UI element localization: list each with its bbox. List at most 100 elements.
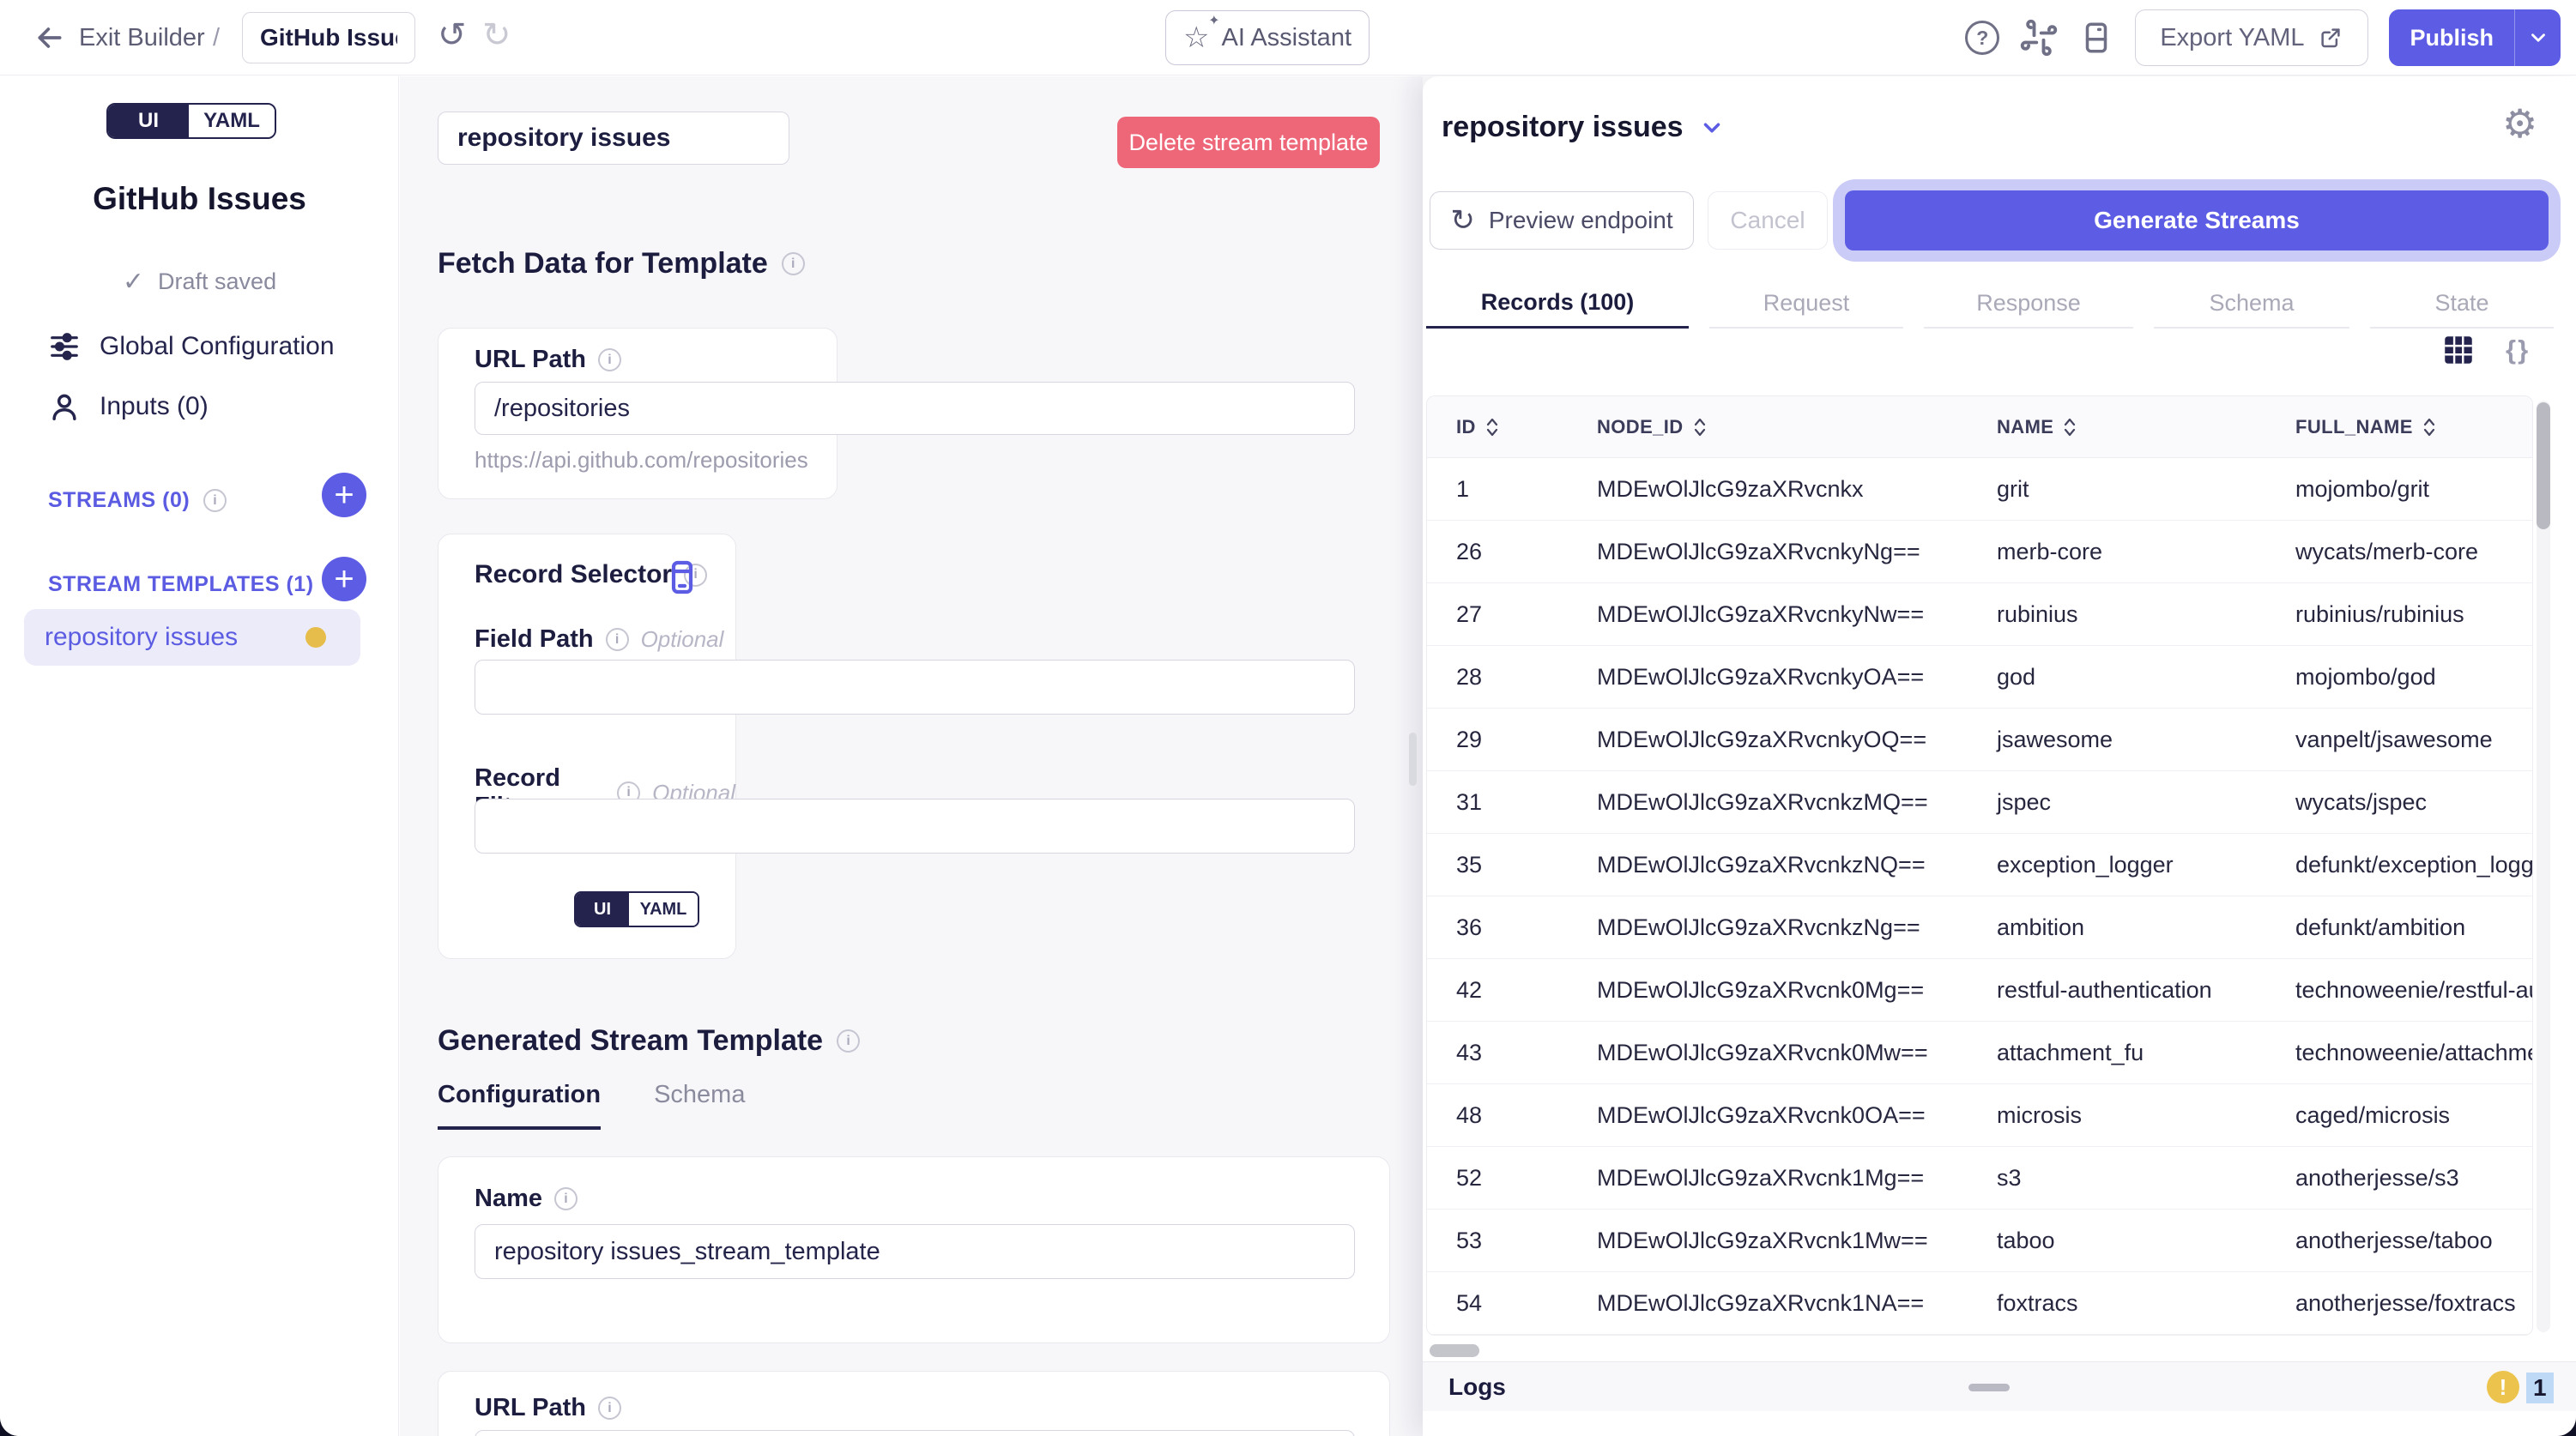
url-path-input[interactable]	[475, 382, 1355, 435]
publish-button[interactable]: Publish	[2410, 24, 2494, 51]
streams-section-label: STREAMS (0)	[48, 488, 190, 512]
info-icon[interactable]: i	[597, 1397, 621, 1420]
topbar: Exit Builder / ↺ ↻ ☆✦ AI Assistant ? Exp…	[0, 0, 2576, 75]
exit-builder-link[interactable]: Exit Builder	[79, 24, 205, 51]
generated-url-path-input[interactable]	[475, 1430, 1355, 1436]
horizontal-scrollbar-thumb[interactable]	[1430, 1344, 1479, 1357]
chevron-down-icon	[2531, 33, 2545, 42]
tab-state[interactable]: State	[2370, 279, 2554, 329]
table-row[interactable]: 29 MDEwOlJlcG9zaXRvcnkyOQ== jsawesome vanpe…	[1427, 709, 2532, 771]
slack-icon[interactable]	[2020, 19, 2058, 57]
column-header-full-name[interactable]: FULL_NAME	[2266, 416, 2532, 438]
docs-icon[interactable]	[2078, 20, 2114, 56]
info-icon[interactable]: i	[684, 563, 708, 587]
sidebar-item-global-configuration[interactable]: Global Configuration	[48, 330, 335, 363]
json-view-icon[interactable]: {}	[2506, 335, 2531, 365]
logs-bar[interactable]: Logs ! 1	[1423, 1361, 2576, 1411]
tab-schema[interactable]: Schema	[654, 1081, 746, 1108]
info-icon[interactable]: i	[605, 628, 629, 651]
info-icon[interactable]: i	[597, 348, 621, 371]
help-icon[interactable]: ?	[1965, 21, 2000, 55]
stream-selector-label: repository issues	[1442, 111, 1684, 143]
cancel-button[interactable]: Cancel	[1708, 191, 1828, 250]
publish-dropdown-button[interactable]	[2514, 9, 2561, 66]
sidebar-item-repository-issues[interactable]: repository issues	[24, 609, 360, 666]
table-cell: rubinius	[1997, 600, 2078, 627]
stream-name-input[interactable]	[475, 1224, 1355, 1279]
testing-settings-gear-icon[interactable]: ⚙	[2502, 101, 2538, 146]
table-row[interactable]: 26 MDEwOlJlcG9zaXRvcnkyNg== merb-core wycat…	[1427, 521, 2532, 583]
yaml-toggle-option[interactable]: YAML	[189, 105, 275, 137]
tab-configuration[interactable]: Configuration	[438, 1081, 602, 1130]
column-header-id[interactable]: ID	[1427, 416, 1568, 438]
info-icon[interactable]: i	[781, 252, 805, 275]
ui-toggle-option[interactable]: UI	[108, 105, 189, 137]
table-cell: 43	[1456, 1039, 1483, 1065]
connector-name-input[interactable]	[242, 12, 415, 63]
table-row[interactable]: 53 MDEwOlJlcG9zaXRvcnk1Mw== taboo anotherje…	[1427, 1210, 2532, 1272]
save-status-label: Draft saved	[158, 268, 277, 294]
table-row[interactable]: 54 MDEwOlJlcG9zaXRvcnk1NA== foxtracs anothe…	[1427, 1272, 2532, 1335]
preview-endpoint-button[interactable]: ↻ Preview endpoint	[1430, 191, 1694, 250]
info-icon[interactable]: i	[554, 1187, 577, 1210]
delete-stream-template-button[interactable]: Delete stream template	[1117, 117, 1380, 168]
table-cell: mojombo/god	[2295, 663, 2436, 690]
table-row[interactable]: 48 MDEwOlJlcG9zaXRvcnk0OA== microsis caged/…	[1427, 1084, 2532, 1147]
table-row[interactable]: 28 MDEwOlJlcG9zaXRvcnkyOA== god mojombo/god	[1427, 646, 2532, 709]
info-icon[interactable]: i	[837, 1029, 861, 1053]
info-icon[interactable]: i	[203, 489, 227, 512]
tab-schema[interactable]: Schema	[2154, 279, 2349, 329]
table-row[interactable]: 52 MDEwOlJlcG9zaXRvcnk1Mg== s3 anotherjesse…	[1427, 1147, 2532, 1210]
export-yaml-label: Export YAML	[2160, 23, 2305, 51]
field-path-input[interactable]	[475, 660, 1355, 715]
vertical-scrollbar-thumb[interactable]	[2537, 402, 2550, 529]
panel-resize-handle[interactable]	[1409, 733, 1417, 786]
optional-label: Optional	[640, 626, 724, 652]
record-filter-input[interactable]	[475, 799, 1355, 854]
url-path-hint: https://api.github.com/repositories	[475, 447, 808, 473]
table-row[interactable]: 27 MDEwOlJlcG9zaXRvcnkyNw== rubinius rubini…	[1427, 583, 2532, 646]
vertical-scrollbar[interactable]	[2537, 401, 2550, 1332]
sort-icon	[1486, 418, 1497, 436]
stream-templates-section-label: STREAM TEMPLATES (1)	[48, 572, 314, 596]
topbar-actions: ? Export YAML Publish	[1965, 0, 2561, 75]
ui-toggle-option[interactable]: UI	[576, 893, 629, 926]
table-cell: technoweenie/attachment_fu	[2295, 1039, 2532, 1065]
table-row[interactable]: 31 MDEwOlJlcG9zaXRvcnkzMQ== jspec wycats/js…	[1427, 771, 2532, 834]
column-header-name[interactable]: NAME	[1968, 416, 2266, 438]
template-name-input[interactable]	[438, 112, 789, 165]
record-selector-ui-yaml-toggle[interactable]: UI YAML	[574, 891, 699, 927]
table-row[interactable]: 36 MDEwOlJlcG9zaXRvcnkzNg== ambition defunk…	[1427, 896, 2532, 959]
generate-streams-button[interactable]: Generate Streams	[1845, 190, 2549, 250]
preview-tabs: Records (100) Request Response Schema St…	[1426, 279, 2554, 329]
column-header-node-id[interactable]: NODE_ID	[1568, 416, 1968, 438]
generated-stream-template-heading: Generated Stream Template i	[438, 1024, 861, 1058]
add-stream-template-button[interactable]: +	[322, 557, 366, 601]
table-cell: anotherjesse/s3	[2295, 1164, 2459, 1191]
sparkle-star-icon: ☆ ✦	[1183, 14, 1220, 54]
table-view-icon[interactable]	[2440, 332, 2476, 368]
yaml-toggle-option[interactable]: YAML	[629, 893, 698, 926]
tab-response[interactable]: Response	[1924, 279, 2133, 329]
tab-records[interactable]: Records (100)	[1426, 279, 1689, 329]
stream-selector[interactable]: repository issues	[1442, 111, 1725, 144]
table-cell: jspec	[1997, 788, 2052, 815]
tab-request[interactable]: Request	[1709, 279, 1903, 329]
record-selector-doc-icon[interactable]	[662, 557, 703, 598]
logs-drag-handle[interactable]	[1968, 1384, 2010, 1391]
export-yaml-button[interactable]: Export YAML	[2135, 9, 2369, 66]
table-row[interactable]: 35 MDEwOlJlcG9zaXRvcnkzNQ== exception_logg…	[1427, 834, 2532, 896]
check-icon: ✓	[122, 268, 145, 296]
table-cell: 54	[1456, 1289, 1483, 1316]
table-cell: jsawesome	[1997, 726, 2113, 752]
back-arrow-icon[interactable]	[33, 21, 67, 55]
sidebar-item-inputs[interactable]: Inputs (0)	[48, 390, 209, 423]
table-row[interactable]: 43 MDEwOlJlcG9zaXRvcnk0Mw== attachment_fu t…	[1427, 1022, 2532, 1084]
add-stream-button[interactable]: +	[322, 473, 366, 517]
ui-yaml-toggle[interactable]: UI YAML	[106, 103, 276, 139]
table-row[interactable]: 42 MDEwOlJlcG9zaXRvcnk0Mg== restful-authen…	[1427, 959, 2532, 1022]
table-row[interactable]: 1 MDEwOlJlcG9zaXRvcnkx grit mojombo/grit	[1427, 458, 2532, 521]
ai-assistant-button[interactable]: ☆ ✦ AI Assistant	[1165, 10, 1370, 65]
undo-icon[interactable]: ↺	[438, 16, 467, 54]
